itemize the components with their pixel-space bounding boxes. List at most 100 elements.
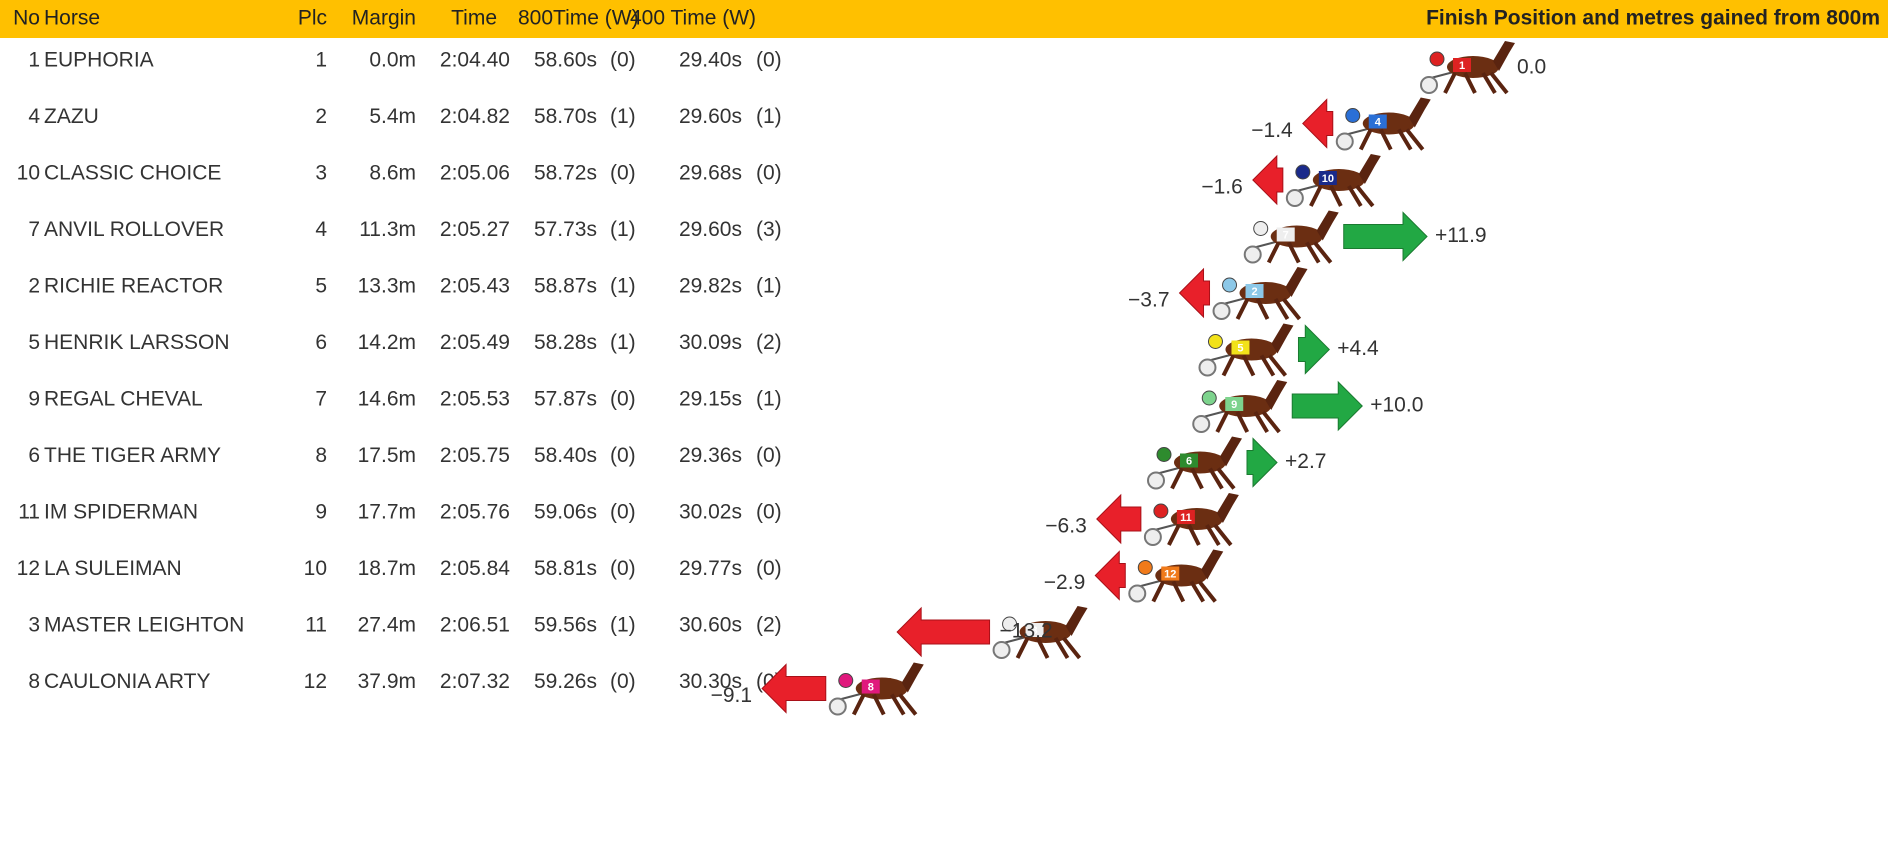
loss-arrow <box>1097 495 1141 543</box>
cell: (2) <box>756 331 782 354</box>
cell: 59.26s <box>534 670 597 693</box>
driver <box>1223 278 1237 292</box>
cell: 29.60s <box>679 105 742 128</box>
gain-label: −1.4 <box>1251 119 1293 142</box>
driver <box>1154 504 1168 518</box>
cell: 58.60s <box>534 49 597 72</box>
horse-number: 1 <box>1459 60 1465 72</box>
horse-head <box>1317 211 1339 241</box>
cell: 58.72s <box>534 162 597 185</box>
horse-leg <box>1445 73 1455 93</box>
horse-number: 5 <box>1237 342 1243 354</box>
column-header: 400 Time (W) <box>630 7 756 30</box>
gain-arrow <box>1344 213 1427 261</box>
cell: (0) <box>756 501 782 524</box>
cell: 1 <box>28 49 40 72</box>
cell: 18.7m <box>358 557 416 580</box>
horse-leg <box>1269 243 1279 263</box>
cell: 58.87s <box>534 275 597 298</box>
cell: 5.4m <box>369 105 416 128</box>
cell: 11.3m <box>359 218 416 241</box>
cell: 12 <box>17 557 40 580</box>
cell: 29.82s <box>679 275 742 298</box>
horse-leg <box>1153 582 1163 602</box>
horse-icon: 11 <box>1145 493 1239 545</box>
horse-leg <box>1238 299 1248 319</box>
cell: 2:05.49 <box>440 331 510 354</box>
loss-arrow <box>1180 269 1210 317</box>
horse-leg <box>1217 412 1227 432</box>
horse-number: 11 <box>1180 512 1192 524</box>
cell: 17.7m <box>358 501 416 524</box>
horse-head <box>1201 550 1223 580</box>
cell: 2:05.43 <box>440 275 510 298</box>
sulky-wheel <box>1148 473 1164 489</box>
cell: 58.28s <box>534 331 597 354</box>
horse-head <box>1286 267 1308 297</box>
cell: 29.15s <box>679 388 742 411</box>
sulky-wheel <box>1199 360 1215 376</box>
cell: 10 <box>304 557 327 580</box>
cell: 3 <box>315 162 327 185</box>
driver <box>1138 561 1152 575</box>
cell: 10 <box>17 162 40 185</box>
sulky-wheel <box>1337 134 1353 150</box>
horse-number: 7 <box>1283 229 1289 241</box>
gain-label: −9.1 <box>711 684 752 707</box>
driver <box>1202 391 1216 405</box>
horse-head <box>1271 324 1293 354</box>
loss-arrow <box>1303 100 1333 148</box>
column-header: No <box>13 7 40 30</box>
cell: IM SPIDERMAN <box>44 501 198 524</box>
results-page: Finish Position and metres gained from 8… <box>0 0 1888 861</box>
cell: 2:04.82 <box>440 105 510 128</box>
cell: 2:05.06 <box>440 162 510 185</box>
cell: (0) <box>610 670 636 693</box>
cell: 14.2m <box>358 331 416 354</box>
horse-icon: 4 <box>1337 98 1431 150</box>
loss-arrow <box>1253 156 1283 204</box>
cell: 27.4m <box>358 614 416 637</box>
cell: 9 <box>315 501 327 524</box>
horse-icon: 9 <box>1193 380 1287 432</box>
horse-head <box>1066 606 1088 636</box>
cell: 11 <box>305 614 327 637</box>
cell: 2:05.27 <box>440 218 510 241</box>
cell: 37.9m <box>358 670 416 693</box>
cell: 2 <box>28 275 40 298</box>
cell: 6 <box>28 444 40 467</box>
horse-icon: 2 <box>1214 267 1308 319</box>
driver <box>1430 52 1444 66</box>
horse-leg <box>1361 130 1371 150</box>
cell: (0) <box>756 49 782 72</box>
cell: (1) <box>610 105 636 128</box>
driver <box>1157 448 1171 462</box>
cell: (1) <box>756 275 782 298</box>
cell: LA SULEIMAN <box>44 557 182 580</box>
horse-icon: 12 <box>1129 550 1223 602</box>
cell: (3) <box>756 218 782 241</box>
horse-head <box>1359 154 1381 184</box>
cell: CLASSIC CHOICE <box>44 162 221 185</box>
cell: 59.56s <box>534 614 597 637</box>
sulky-wheel <box>1193 416 1209 432</box>
driver <box>1296 165 1310 179</box>
sulky-wheel <box>1421 77 1437 93</box>
cell: 2:05.75 <box>440 444 510 467</box>
gain-label: +2.7 <box>1285 450 1326 473</box>
cell: 13.3m <box>358 275 416 298</box>
cell: 4 <box>28 105 40 128</box>
cell: ANVIL ROLLOVER <box>44 218 224 241</box>
cell: RICHIE REACTOR <box>44 275 223 298</box>
horse-icon: 8 <box>830 663 924 715</box>
column-header: Margin <box>352 7 416 30</box>
cell: (0) <box>756 557 782 580</box>
horse-number: 9 <box>1231 399 1237 411</box>
cell: 5 <box>315 275 327 298</box>
horse-icon: 5 <box>1199 324 1293 376</box>
cell: 30.60s <box>679 614 742 637</box>
cell: (0) <box>610 388 636 411</box>
cell: 58.81s <box>534 557 597 580</box>
horse-icon: 1 <box>1421 41 1515 93</box>
cell: (1) <box>610 614 636 637</box>
